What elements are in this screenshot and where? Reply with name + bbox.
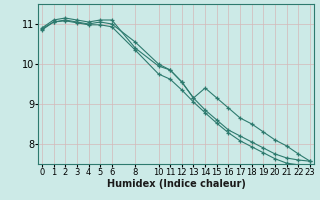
X-axis label: Humidex (Indice chaleur): Humidex (Indice chaleur) xyxy=(107,179,245,189)
